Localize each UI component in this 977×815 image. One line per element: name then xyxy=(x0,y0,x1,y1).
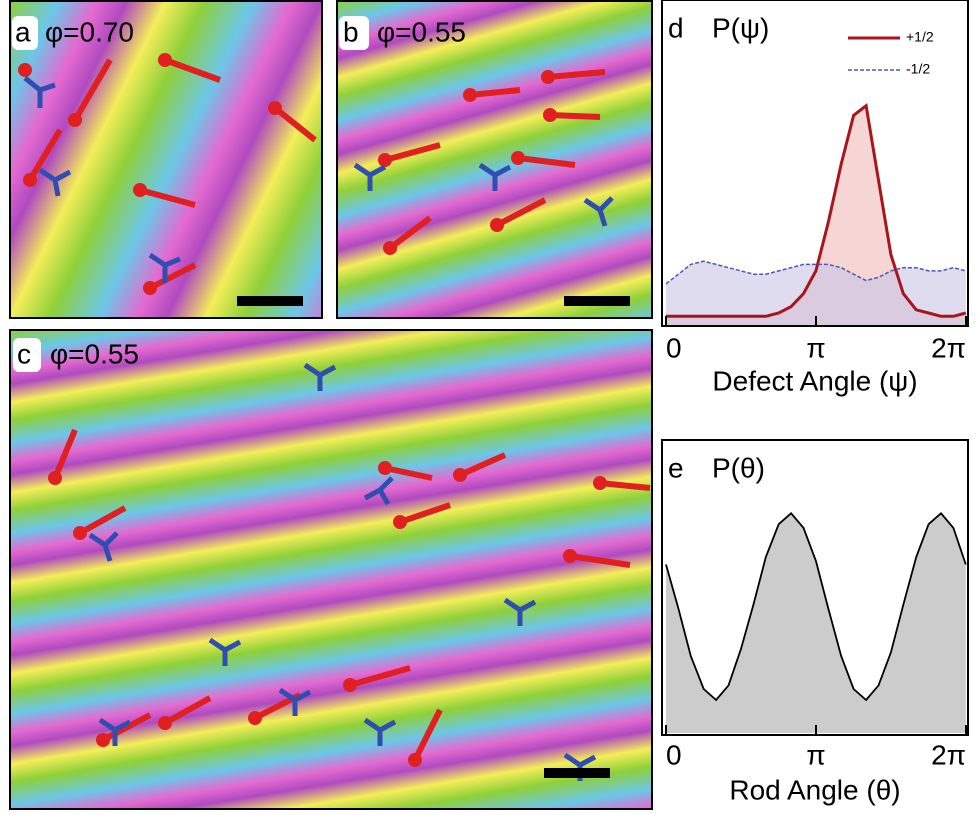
x-tick-label: 0 xyxy=(666,332,682,363)
panel-label: a xyxy=(15,16,31,47)
scale-bar xyxy=(237,296,303,306)
x-tick-label: 2π xyxy=(931,332,966,363)
x-tick-label: π xyxy=(806,332,825,363)
x-tick-label: π xyxy=(806,739,825,770)
panel-label: c xyxy=(17,338,31,369)
panel-label: e xyxy=(668,452,684,483)
panel-a: a φ=0.70 xyxy=(10,1,322,318)
x-tick-label: 2π xyxy=(931,739,966,770)
x-tick-label: 0 xyxy=(666,739,682,770)
page: a φ=0.70 b φ=0.55 xyxy=(0,0,977,815)
scale-bar xyxy=(564,296,630,306)
figure: a φ=0.70 b φ=0.55 xyxy=(0,0,977,810)
chart-title: P(θ) xyxy=(712,452,765,483)
panel-phi: φ=0.55 xyxy=(50,338,139,369)
panel-b: b φ=0.55 xyxy=(337,1,652,318)
panel-label: b xyxy=(343,16,359,47)
legend-label: +1/2 xyxy=(906,29,934,45)
panel-phi: φ=0.70 xyxy=(45,16,134,47)
chart-title: P(ψ) xyxy=(712,12,769,43)
panel-c: c φ=0.55 xyxy=(10,330,652,809)
legend-label: -1/2 xyxy=(906,61,930,77)
panel-label: d xyxy=(668,12,684,43)
x-axis-label: Defect Angle (ψ) xyxy=(712,365,917,396)
scale-bar xyxy=(544,768,610,778)
x-axis-label: Rod Angle (θ) xyxy=(729,774,900,805)
panel-phi: φ=0.55 xyxy=(377,16,466,47)
